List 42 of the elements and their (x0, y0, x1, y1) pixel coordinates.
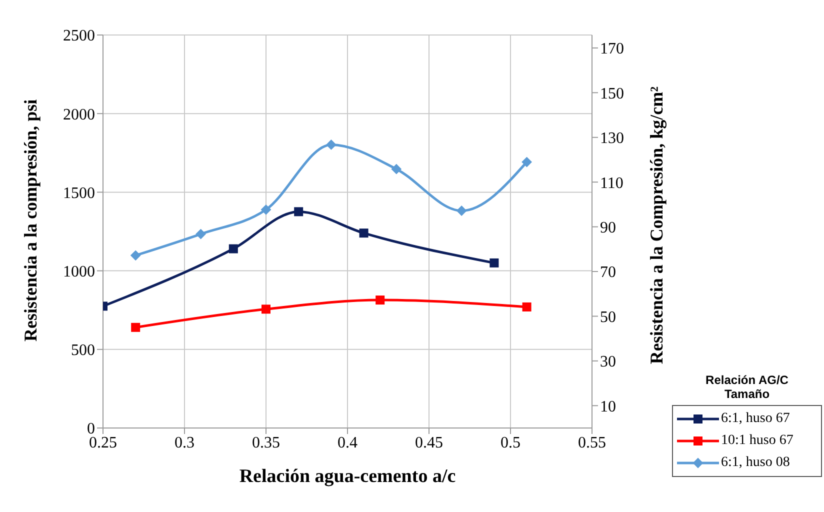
point (294, 207, 304, 216)
legend-label: 6:1, huso 08 (721, 455, 790, 471)
y2-axis-title: Resistencia a la Compresión, kg/cm² (646, 86, 666, 364)
y2-tick-label: 170 (600, 40, 624, 58)
y-tick-label: 1500 (63, 184, 95, 202)
legend-label: 6:1, huso 67 (721, 411, 790, 427)
point (260, 204, 272, 215)
y2-tick-label: 70 (600, 264, 616, 282)
y-tick-label: 1000 (63, 263, 95, 280)
point (391, 164, 402, 174)
y2-tick-label: 30 (600, 354, 616, 371)
y-tick-label: 2000 (63, 106, 95, 124)
legend-label: 10:1 huso 67 (721, 433, 794, 449)
x-tick-label: 0.35 (252, 434, 280, 452)
y2-tick-label: 50 (600, 308, 616, 326)
point (490, 258, 499, 268)
point (522, 302, 532, 312)
y-tick-label: 500 (71, 342, 95, 360)
y-axis-title: Resistencia a la compresión, psi (20, 99, 40, 342)
x-tick-label: 0.4 (338, 434, 358, 452)
point (228, 244, 238, 254)
point (196, 228, 206, 240)
x-axis-title: Relación agua-cemento a/c (239, 466, 456, 487)
legend-title: Relación AG/C Tamaño (704, 373, 790, 401)
point (359, 228, 368, 238)
y2-tick-label: 150 (600, 85, 624, 102)
y2-tick-label: 90 (600, 219, 616, 236)
point (326, 140, 336, 150)
x-tick-label: 0.55 (578, 434, 606, 452)
y-tick-label: 2500 (63, 28, 95, 45)
point (522, 156, 532, 168)
y2-tick-label: 10 (600, 398, 616, 416)
y2-tick-label: 130 (600, 130, 624, 148)
point (130, 250, 141, 261)
point (262, 304, 270, 314)
point (131, 322, 140, 332)
x-tick-label: 0.5 (500, 434, 520, 452)
y2-tick-label: 110 (600, 174, 624, 192)
x-tick-label: 0.3 (174, 434, 194, 452)
point (456, 206, 467, 216)
point (376, 296, 385, 305)
x-tick-label: 0.45 (415, 434, 443, 452)
